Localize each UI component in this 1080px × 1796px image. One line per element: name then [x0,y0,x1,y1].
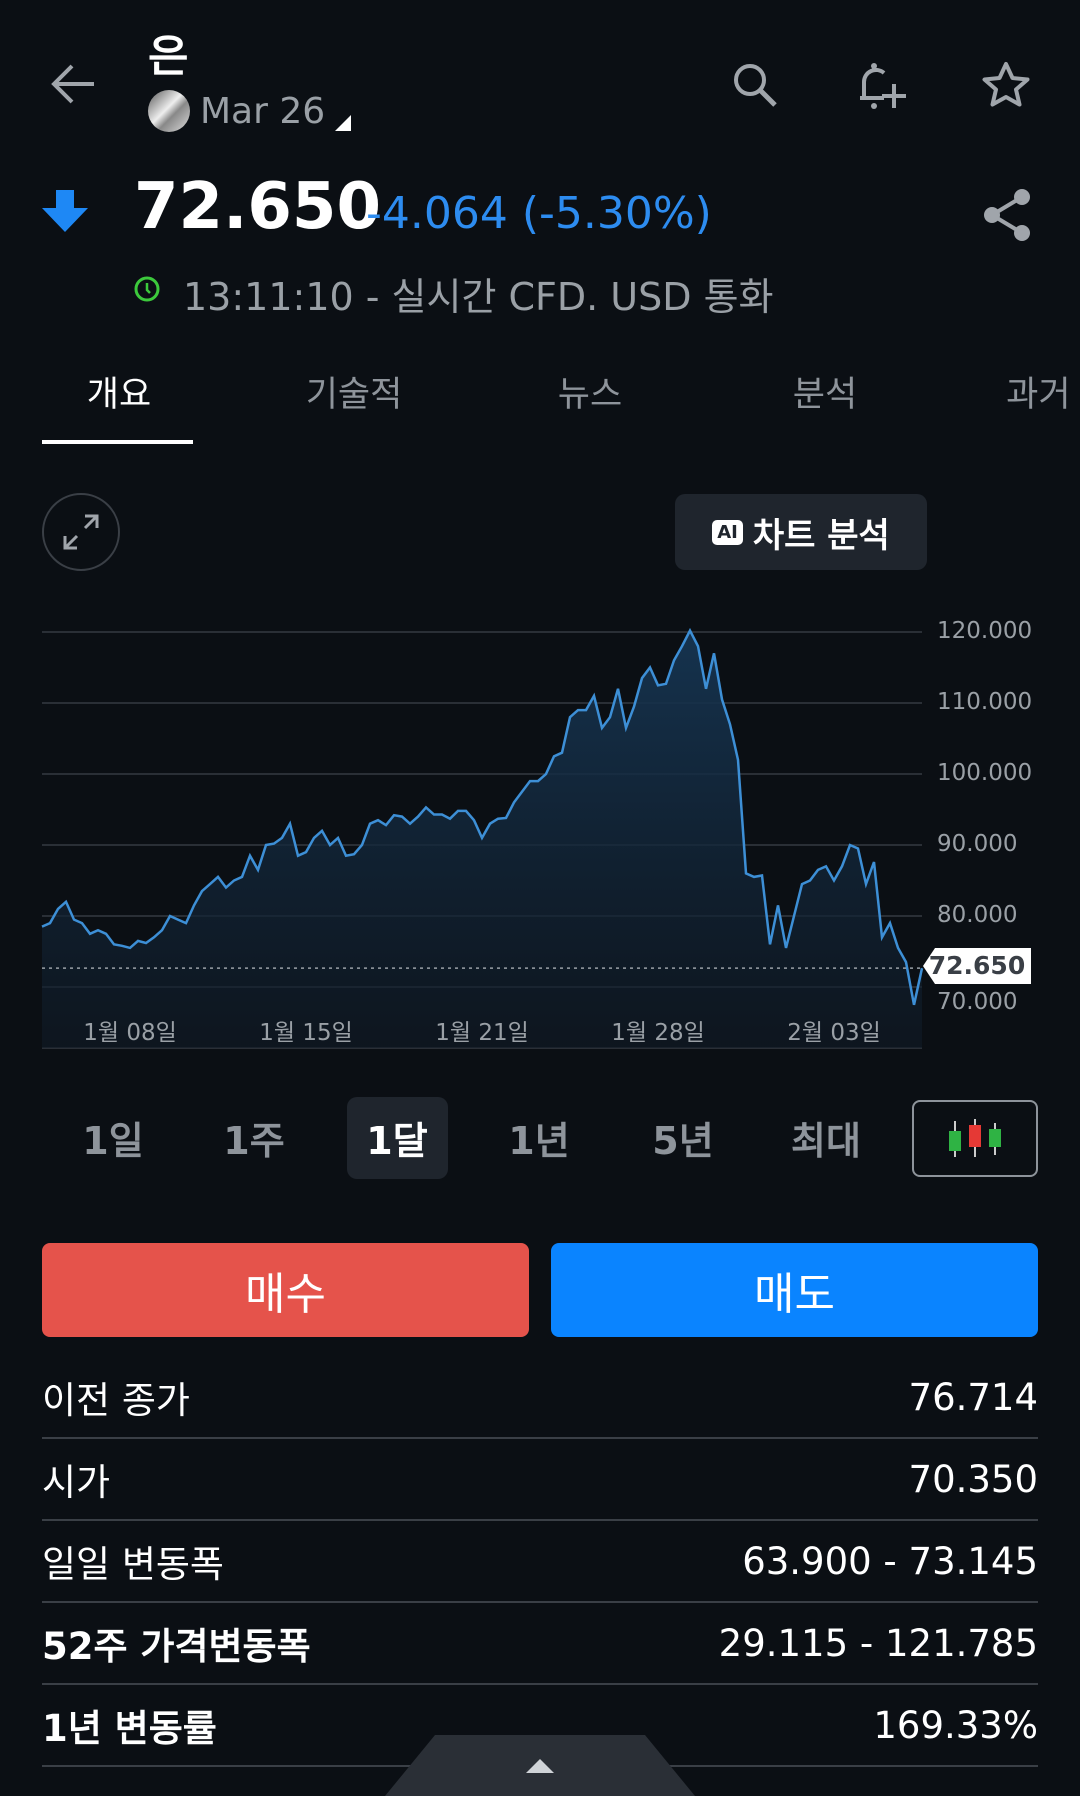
stat-row: 이전 종가 76.714 [42,1357,1038,1439]
x-tick-label: 1월 21일 [435,1020,529,1046]
bottom-sheet-handle[interactable] [385,1735,695,1796]
candlestick-toggle[interactable] [912,1100,1038,1177]
y-tick-label: 80.000 [937,902,1018,928]
expand-chart-button[interactable] [42,493,120,571]
x-tick-label: 1월 28일 [611,1020,705,1046]
stat-value: 169.33% [873,1703,1038,1747]
period-max[interactable]: 최대 [791,1119,861,1163]
instrument-title: 은 [148,31,189,82]
y-tick-label: 90.000 [937,831,1018,857]
add-alert-button[interactable] [852,58,908,114]
caret-up-icon [526,1758,554,1773]
ai-button-label: 차트 분석 [752,515,890,556]
tab-overview[interactable]: 개요 [86,375,152,415]
ai-icon: AI [712,519,743,545]
down-arrow-icon [42,190,88,236]
stat-label: 52주 가격변동폭 [42,1625,311,1668]
period-1m[interactable]: 1달 [366,1119,428,1163]
contract-selector[interactable]: Mar 26 [148,90,352,132]
stat-value: 29.115 - 121.785 [718,1621,1038,1665]
sell-button[interactable]: 매도 [551,1243,1038,1337]
price-line [41,627,924,1006]
y-tick-label: 70.000 [937,989,1018,1015]
search-button[interactable] [730,60,780,110]
clock-icon [133,275,161,307]
period-5y[interactable]: 5년 [652,1119,714,1163]
y-tick-label: 120.000 [937,618,1033,644]
tab-technical[interactable]: 기술적 [305,375,403,415]
price: 72.650 [134,170,381,244]
stat-value: 76.714 [908,1375,1038,1419]
stat-row: 시가 70.350 [42,1439,1038,1521]
silver-icon [148,90,190,132]
y-tick-label: 110.000 [937,689,1033,715]
x-tick-label: 2월 03일 [787,1020,881,1046]
price-chart[interactable] [0,600,1080,1060]
star-icon [982,62,1030,107]
tab-history[interactable]: 과거 데 [1006,375,1080,415]
stat-value: 70.350 [908,1457,1038,1501]
stat-label: 시가 [42,1461,111,1504]
selected-period-bg [347,1097,448,1179]
x-tick-label: 1월 08일 [83,1020,177,1046]
price-change: -4.064 (-5.30%) [366,188,712,239]
active-tab-indicator [42,440,193,444]
stat-label: 일일 변동폭 [42,1543,224,1586]
contract-label: Mar 26 [200,90,326,132]
stat-row: 일일 변동폭 63.900 - 73.145 [42,1521,1038,1603]
stat-label: 1년 변동률 [42,1707,217,1750]
arrow-left-icon [51,64,94,104]
candlestick-icon [949,1118,1001,1157]
stat-row: 52주 가격변동폭 29.115 - 121.785 [42,1603,1038,1685]
share-icon [984,189,1030,241]
bell-plus-icon [860,63,906,109]
period-1d[interactable]: 1일 [82,1119,144,1163]
ai-chart-analysis-button[interactable]: AI 차트 분석 [675,494,927,570]
tab-analysis[interactable]: 분석 [792,375,858,415]
back-button[interactable] [50,62,98,106]
stat-value: 63.900 - 73.145 [742,1539,1038,1583]
current-price-label: 72.650 [923,948,1031,984]
stat-label: 이전 종가 [42,1379,190,1422]
quote-timestamp: 13:11:10 - 실시간 CFD. USD 통화 [183,275,774,319]
tab-news[interactable]: 뉴스 [557,375,623,415]
x-tick-label: 1월 15일 [259,1020,353,1046]
period-1y[interactable]: 1년 [508,1119,570,1163]
expand-icon [63,514,99,550]
period-1w[interactable]: 1주 [223,1119,285,1163]
share-button[interactable] [982,188,1032,246]
dropdown-corner-icon [335,115,352,131]
buy-button[interactable]: 매수 [42,1243,529,1337]
favorite-button[interactable] [980,60,1032,110]
y-tick-label: 100.000 [937,760,1033,786]
search-icon [734,64,777,107]
